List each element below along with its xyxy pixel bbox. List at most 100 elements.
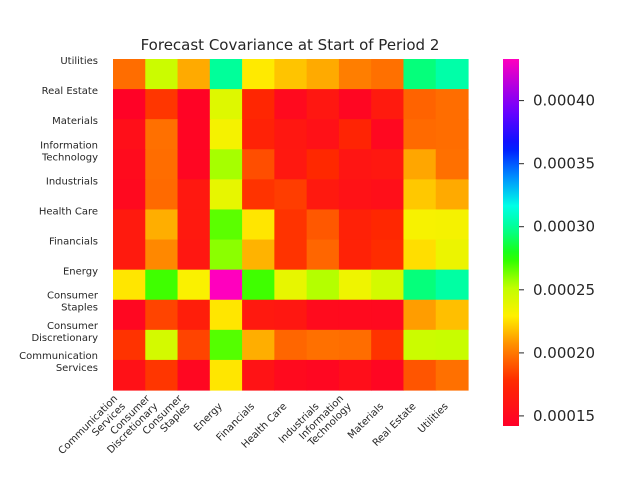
heatmap-cell (403, 59, 437, 90)
heatmap-cell (306, 299, 340, 331)
heatmap-cell (242, 209, 275, 241)
y-axis-label: Energy (63, 267, 98, 278)
heatmap-cell (338, 329, 372, 361)
heatmap-cell (338, 209, 372, 241)
y-axis-label: Utilities (60, 56, 98, 67)
heatmap-cell (145, 119, 179, 150)
heatmap-cell (145, 209, 179, 241)
y-axis-label: Health Care (39, 207, 98, 218)
heatmap-cell (371, 329, 405, 361)
heatmap-cell (274, 239, 308, 271)
heatmap-cell (371, 59, 405, 90)
heatmap-cell (177, 89, 211, 120)
heatmap-cell (242, 179, 275, 211)
y-axis-labels: Utilities Real Estate Materials Information… (19, 56, 99, 374)
heatmap-cell (371, 299, 405, 331)
heatmap-cell (306, 179, 340, 211)
y-axis-label: Information Technology (40, 140, 98, 163)
colorbar (503, 59, 519, 426)
heatmap-cell (113, 299, 146, 331)
heatmap-cell (113, 269, 146, 301)
heatmap-cell (274, 329, 308, 361)
heatmap-cell (209, 299, 243, 331)
heatmap-cell (403, 209, 437, 241)
x-axis-labels: CommunicationServicesConsumerDiscretiona… (57, 393, 451, 457)
heatmap-cell (435, 209, 469, 241)
heatmap-cell (274, 209, 308, 241)
heatmap-cell (242, 329, 275, 361)
heatmap-cell (338, 59, 372, 90)
x-axis-label: Energy (192, 401, 225, 434)
heatmap-cell (306, 329, 340, 361)
heatmap-cell (435, 329, 469, 361)
heatmap-cell (306, 89, 340, 120)
heatmap-cell (338, 299, 372, 331)
heatmap-cell (274, 89, 308, 120)
y-axis-label: Communication Services (19, 351, 98, 374)
heatmap-cell (209, 239, 243, 271)
heatmap-cell (435, 179, 469, 211)
chart-title: Forecast Covariance at Start of Period 2 (141, 36, 440, 54)
heatmap-cell (435, 269, 469, 301)
heatmap-cell (435, 59, 469, 90)
heatmap-cell (403, 89, 437, 120)
heatmap-cell (177, 299, 211, 331)
heatmap-cell (435, 119, 469, 150)
heatmap-cell (177, 209, 211, 241)
heatmap-cell (274, 299, 308, 331)
heatmap-cell (403, 329, 437, 361)
y-axis-label: Industrials (46, 176, 98, 187)
heatmap-cell (371, 119, 405, 150)
heatmap-cell (338, 119, 372, 150)
heatmap-cell (435, 359, 469, 391)
heatmap-cell (306, 269, 340, 301)
heatmap-cell (242, 239, 275, 271)
heatmap-cell (338, 149, 372, 180)
heatmap-cell (403, 299, 437, 331)
heatmap-cell (177, 59, 211, 90)
heatmap-cell (371, 359, 405, 391)
heatmap-cell (371, 149, 405, 180)
heatmap-cell (113, 329, 146, 361)
heatmap-cell (145, 179, 179, 211)
heatmap-cell (242, 269, 275, 301)
y-axis-label: Materials (52, 116, 98, 127)
heatmap-cell (274, 119, 308, 150)
heatmap-cell (177, 179, 211, 211)
heatmap-cell (209, 359, 243, 391)
heatmap-cell (209, 209, 243, 241)
heatmap-cell (403, 119, 437, 150)
heatmap-cell (242, 119, 275, 150)
heatmap-cell (113, 149, 146, 180)
colorbar-tick-label: 0.00030 (533, 218, 595, 236)
heatmap-cell (338, 179, 372, 211)
colorbar-tick-label: 0.00040 (533, 92, 595, 110)
heatmap-cell (145, 239, 179, 271)
y-axis-label: Financials (49, 237, 98, 248)
heatmap-cell (371, 239, 405, 271)
heatmap-cell (306, 119, 340, 150)
heatmap-cell (274, 59, 308, 90)
y-axis-label: Consumer Discretionary (31, 321, 98, 344)
heatmap-cell (306, 59, 340, 90)
heatmap-cell (242, 149, 275, 180)
heatmap-cell (113, 209, 146, 241)
heatmap-cell (274, 179, 308, 211)
heatmap-cell (145, 359, 179, 391)
heatmap-cell (145, 329, 179, 361)
colorbar-tick-label: 0.00020 (533, 344, 595, 362)
heatmap-cell (435, 89, 469, 120)
heatmap-cell (338, 89, 372, 120)
heatmap-cell (338, 359, 372, 391)
heatmap-cell (209, 89, 243, 120)
y-axis-label: Real Estate (42, 86, 98, 97)
heatmap-cell (177, 239, 211, 271)
colorbar-ticks: 0.00015 0.00020 0.00025 0.00030 0.00035 0.000… (519, 92, 595, 425)
heatmap-cell (306, 359, 340, 391)
heatmap-cell (274, 359, 308, 391)
heatmap-cell (113, 89, 146, 120)
heatmap-cell (306, 149, 340, 180)
heatmap-cell (371, 269, 405, 301)
heatmap-cell (145, 89, 179, 120)
